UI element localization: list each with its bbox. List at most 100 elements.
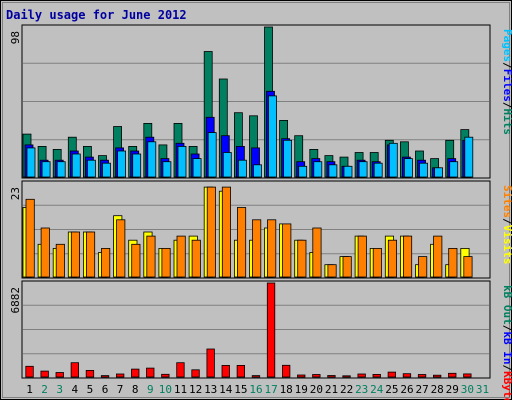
x-label-day-2: 2: [41, 383, 48, 396]
x-label-day-14: 14: [219, 383, 233, 396]
bar-kbytes-day-28: [432, 374, 442, 378]
x-label-day-7: 7: [117, 383, 124, 396]
x-label-day-26: 26: [400, 383, 413, 396]
y-max-label-top: 98: [9, 31, 22, 44]
legend-item-middle-1: /: [501, 218, 512, 225]
bar-kbytes-day-6: [100, 375, 110, 378]
x-label-day-21: 21: [325, 383, 338, 396]
legend-item-middle-2: Visits: [501, 225, 512, 265]
bar-kbytes-day-18: [281, 364, 291, 378]
legend-item-top-1: /: [501, 62, 512, 69]
bar-sites-day-6: [101, 247, 111, 278]
bar-sites-day-13: [206, 186, 216, 278]
bar-kbytes-day-29: [448, 372, 457, 378]
panel-middle: 23 Sites/Visits: [9, 180, 512, 279]
bar-pages-day-7: [117, 150, 126, 178]
chart-title: Daily usage for June 2012: [6, 8, 187, 22]
bar-pages-day-25: [388, 142, 398, 178]
x-label-day-16: 16: [249, 383, 262, 396]
legend-item-bottom-3: /: [501, 365, 512, 372]
bar-sites-day-8: [131, 243, 141, 278]
x-label-day-20: 20: [310, 383, 323, 396]
bar-pages-day-27: [419, 162, 428, 178]
bar-sites-day-27: [418, 256, 428, 278]
bar-sites-day-9: [146, 235, 156, 278]
x-label-day-15: 15: [234, 383, 247, 396]
bar-kbytes-day-17: [266, 282, 276, 378]
bar-kbytes-day-15: [236, 364, 246, 378]
bar-kbytes-day-7: [116, 373, 125, 378]
bar-sites-day-5: [86, 231, 96, 278]
bar-kbytes-day-1: [25, 365, 34, 378]
y-max-label-middle: 23: [9, 187, 22, 200]
bar-kbytes-day-16: [251, 375, 261, 378]
bar-sites-day-1: [25, 198, 35, 278]
bar-kbytes-day-5: [85, 369, 95, 378]
bar-sites-day-10: [161, 247, 171, 278]
bar-kbytes-day-10: [161, 373, 170, 378]
bar-sites-day-15: [236, 207, 247, 278]
bar-sites-day-20: [312, 227, 322, 278]
x-label-day-13: 13: [204, 383, 217, 396]
bar-sites-day-21: [327, 264, 337, 278]
panel-top: 98 Pages/Files/Hits: [9, 24, 512, 179]
bar-kbytes-day-22: [342, 375, 351, 378]
bar-pages-day-13: [207, 132, 217, 178]
x-label-day-19: 19: [295, 383, 308, 396]
bar-pages-day-11: [177, 145, 187, 178]
x-label-day-27: 27: [415, 383, 428, 396]
legend-item-bottom-4: KBytes: [501, 371, 512, 400]
bar-pages-day-26: [403, 158, 413, 178]
bar-sites-day-30: [463, 256, 473, 278]
x-label-day-25: 25: [385, 383, 398, 396]
bar-pages-day-17: [268, 95, 277, 178]
bar-pages-day-8: [132, 153, 142, 178]
bar-pages-day-28: [434, 167, 444, 178]
bar-pages-day-21: [328, 164, 338, 178]
x-label-day-12: 12: [189, 383, 202, 396]
legend-item-bottom-1: /: [501, 325, 512, 332]
legend-item-middle-0: Sites: [501, 185, 512, 218]
bar-kbytes-day-2: [40, 370, 49, 378]
bar-sites-day-23: [357, 235, 367, 278]
legend-item-bottom-2: kB In: [501, 331, 512, 364]
x-label-day-28: 28: [431, 383, 444, 396]
bar-pages-day-30: [464, 136, 474, 178]
x-label-day-11: 11: [174, 383, 187, 396]
bar-sites-day-19: [297, 239, 307, 278]
legend-top: Pages/Files/Hits: [501, 29, 512, 135]
bar-sites-day-7: [116, 219, 126, 278]
bar-sites-day-16: [252, 219, 262, 278]
bar-kbytes-day-20: [312, 374, 321, 378]
bar-kbytes-day-12: [191, 369, 200, 378]
x-label-day-1: 1: [26, 383, 33, 396]
x-label-day-3: 3: [56, 383, 63, 396]
x-label-day-29: 29: [446, 383, 459, 396]
bar-kbytes-day-8: [131, 368, 140, 378]
bar-kbytes-day-25: [387, 371, 397, 378]
x-label-day-6: 6: [102, 383, 109, 396]
x-label-day-10: 10: [159, 383, 172, 396]
bar-sites-day-22: [342, 256, 352, 278]
bar-pages-day-29: [449, 161, 459, 178]
bar-pages-day-15: [237, 159, 247, 178]
x-label-day-24: 24: [370, 383, 384, 396]
bar-pages-day-3: [56, 161, 66, 178]
bar-kbytes-day-11: [176, 362, 185, 378]
bar-kbytes-day-3: [55, 372, 64, 378]
bar-kbytes-day-23: [357, 373, 366, 378]
x-label-day-31: 31: [476, 383, 489, 396]
x-label-day-30: 30: [461, 383, 474, 396]
bar-sites-day-2: [40, 227, 50, 278]
bar-pages-day-9: [147, 141, 157, 178]
legend-middle: Sites/Visits: [501, 185, 512, 265]
legend-item-bottom-0: kB Out: [501, 285, 512, 325]
bar-kbytes-day-27: [417, 374, 427, 378]
bar-kbytes-day-30: [463, 373, 472, 378]
bar-sites-day-29: [448, 247, 458, 278]
x-label-day-18: 18: [280, 383, 293, 396]
bar-kbytes-day-19: [297, 374, 306, 378]
